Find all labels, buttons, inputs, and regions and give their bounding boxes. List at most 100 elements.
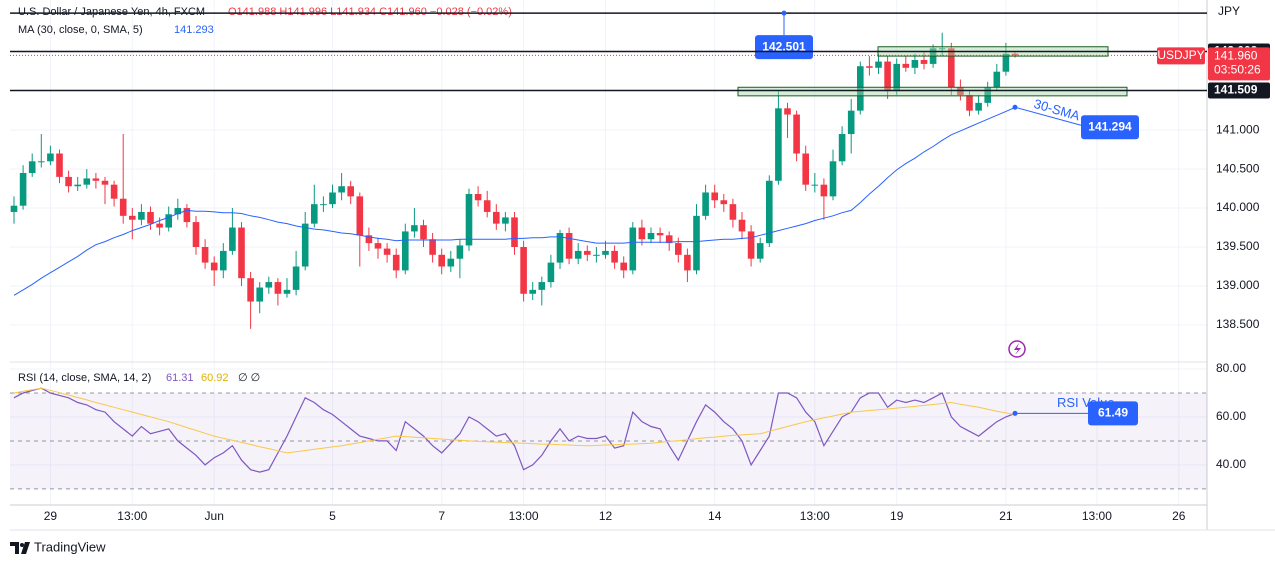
countdown: 03:50:26	[1214, 62, 1261, 76]
candle-body	[47, 153, 54, 162]
callout-label: 142.501	[762, 39, 806, 53]
candle-body	[110, 184, 118, 199]
price-tag	[1208, 47, 1270, 81]
candle-body	[74, 184, 81, 187]
candle-body	[283, 289, 291, 294]
candle-body	[538, 282, 546, 290]
candle-body	[265, 282, 273, 288]
candle-body	[948, 48, 955, 88]
candle-body	[320, 204, 327, 206]
candle-body	[374, 243, 382, 249]
candle-body	[483, 200, 491, 212]
candle-body	[147, 211, 154, 224]
x-tick-label: Jun	[205, 509, 224, 523]
candle-body	[456, 245, 464, 259]
candle-body	[511, 217, 518, 248]
candle-body	[665, 235, 673, 244]
x-tick-label: 13:00	[509, 509, 539, 523]
rsi-tick-label: 80.00	[1216, 361, 1246, 375]
tv-logo	[10, 542, 30, 554]
price-tag-label: 141.960	[1214, 48, 1258, 62]
candle-body	[92, 178, 100, 181]
symbol-tag-label: USDJPY	[1157, 48, 1204, 62]
candle-body	[966, 95, 973, 111]
candle-body	[329, 192, 336, 205]
annotation-box	[1081, 115, 1139, 140]
candle-body	[793, 114, 800, 154]
icon-bolt[interactable]	[1014, 343, 1021, 355]
candle-body	[292, 266, 300, 290]
candle-body	[847, 110, 855, 135]
candle-body	[429, 239, 436, 255]
icon-ring[interactable]	[1008, 340, 1026, 358]
zone	[737, 86, 1128, 97]
candle-body	[838, 134, 846, 162]
candle-body	[693, 215, 700, 271]
rsi-extra: ∅ ∅	[238, 372, 260, 384]
callout-box	[755, 35, 813, 60]
x-tick-label: 7	[438, 509, 445, 523]
candle-body	[593, 254, 600, 256]
x-tick-label: 13:00	[800, 509, 830, 523]
level-tag	[1208, 82, 1270, 99]
candle-body	[647, 232, 655, 240]
open: O141.988	[228, 6, 276, 18]
annotation-text: RSI Value	[1057, 395, 1115, 410]
candle-body	[420, 225, 427, 240]
x-tick-label: 19	[890, 509, 904, 523]
candle-body	[875, 61, 882, 68]
logo-v	[21, 542, 30, 554]
candle-body	[656, 232, 664, 236]
candle-body	[802, 153, 809, 185]
candle-body	[247, 278, 254, 302]
candle-body	[392, 254, 400, 271]
candle-body	[156, 223, 163, 228]
candle-body	[383, 248, 391, 255]
candle-body	[756, 243, 764, 259]
candle-body	[183, 208, 191, 223]
close: C141.960	[379, 6, 427, 18]
candle-body	[866, 66, 873, 68]
candle-body	[729, 204, 737, 220]
y-tick-label: 140.000	[1216, 200, 1260, 214]
x-tick-label: 14	[708, 509, 722, 523]
candle-body	[311, 204, 318, 224]
ohlc-legend: O141.988 H141.996 L141.934 C141.960 −0.0…	[228, 6, 512, 18]
candle-body	[19, 172, 27, 206]
x-tick-label: 29	[44, 509, 58, 523]
callout-dot	[781, 10, 787, 16]
candle-body	[629, 227, 637, 271]
y-tick-label: 139.500	[1216, 239, 1260, 253]
candle-body	[28, 161, 36, 173]
candle-body	[411, 225, 418, 232]
candle-body	[602, 250, 609, 255]
candle-body	[201, 247, 209, 263]
candle-body	[975, 102, 982, 111]
candle-body	[775, 108, 782, 181]
x-tick-label: 12	[599, 509, 613, 523]
candle-body	[747, 231, 755, 259]
candle-body	[165, 214, 172, 228]
x-tick-label: 21	[999, 509, 1013, 523]
lightning-icon[interactable]	[1008, 340, 1026, 358]
symbol-title: U.S. Dollar / Japanese Yen, 4h, FXCM	[18, 6, 205, 18]
candle-body	[584, 250, 591, 255]
candle-body	[192, 222, 200, 248]
candle-body	[474, 194, 482, 201]
candle-body	[119, 198, 127, 216]
brand: TradingView	[34, 539, 106, 554]
candle-body	[638, 227, 646, 240]
annotation-value: 141.294	[1088, 119, 1132, 133]
candle-body	[720, 200, 728, 205]
candle-body	[829, 161, 837, 197]
candle-body	[811, 184, 819, 186]
candle-body	[565, 232, 573, 259]
currency: JPY	[1218, 4, 1240, 18]
ma-line	[13, 107, 1016, 296]
candle-body	[83, 178, 91, 185]
low: L141.934	[330, 6, 376, 18]
y-tick-label: 140.500	[1216, 161, 1260, 175]
change: −0.028 (−0.02%)	[430, 6, 512, 18]
